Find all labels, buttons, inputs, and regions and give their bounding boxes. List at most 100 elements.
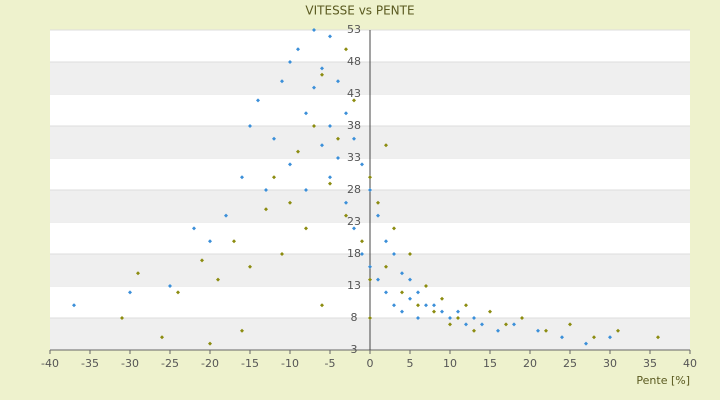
point <box>128 290 132 295</box>
point <box>488 309 492 314</box>
y-tick-label: 18 <box>347 247 361 260</box>
point <box>352 98 356 103</box>
point <box>416 316 420 320</box>
point <box>336 136 340 141</box>
point <box>472 328 476 333</box>
point <box>368 175 372 180</box>
point <box>312 28 316 32</box>
point <box>288 200 292 205</box>
point <box>456 309 460 314</box>
point <box>616 328 620 333</box>
x-tick-label: 40 <box>683 357 697 370</box>
point <box>288 162 292 167</box>
point <box>328 34 332 39</box>
point <box>520 316 524 320</box>
x-tick-label: -35 <box>81 357 99 370</box>
point <box>272 175 276 180</box>
point <box>336 156 340 160</box>
point <box>120 316 124 320</box>
point <box>328 175 332 180</box>
point <box>256 98 260 103</box>
x-tick-label: -40 <box>41 357 59 370</box>
point <box>560 335 564 340</box>
point <box>512 322 516 327</box>
x-tick-label: 25 <box>563 357 577 370</box>
point <box>304 226 308 231</box>
point <box>336 79 340 84</box>
x-tick-label: 0 <box>367 357 374 370</box>
chart-title: VITESSE vs PENTE <box>305 4 414 18</box>
point <box>504 322 508 327</box>
point <box>344 111 348 116</box>
point <box>312 124 316 128</box>
point <box>344 200 348 205</box>
point <box>440 309 444 314</box>
point <box>464 303 468 308</box>
point <box>416 303 420 308</box>
point <box>416 290 420 295</box>
y-tick-label: 38 <box>347 119 361 132</box>
point <box>360 252 364 256</box>
point <box>368 316 372 320</box>
point <box>456 316 460 320</box>
point <box>240 328 244 333</box>
point <box>400 290 404 295</box>
point <box>328 181 332 186</box>
point <box>376 200 380 205</box>
x-tick-label: 10 <box>443 357 457 370</box>
point <box>392 303 396 308</box>
point <box>264 188 268 192</box>
point <box>208 341 212 346</box>
point <box>216 277 220 282</box>
point <box>384 264 388 269</box>
point <box>320 303 324 308</box>
x-tick-label: -20 <box>201 357 219 370</box>
point <box>320 143 324 148</box>
y-tick-label: 48 <box>347 55 361 68</box>
point <box>408 252 412 256</box>
point <box>288 60 292 64</box>
point <box>304 188 308 192</box>
point <box>248 124 252 128</box>
point <box>192 226 196 231</box>
point <box>360 162 364 167</box>
point <box>568 322 572 327</box>
point <box>608 335 612 340</box>
point <box>432 309 436 314</box>
point <box>224 213 228 218</box>
y-tick-label: 13 <box>347 279 361 292</box>
point <box>392 226 396 231</box>
point <box>368 277 372 282</box>
point <box>296 149 300 154</box>
point <box>232 239 236 244</box>
x-tick-label: -10 <box>281 357 299 370</box>
point <box>136 271 140 276</box>
x-tick-label: 30 <box>603 357 617 370</box>
x-tick-label: 20 <box>523 357 537 370</box>
point <box>296 47 300 52</box>
point <box>272 136 276 141</box>
point <box>448 322 452 327</box>
point <box>424 284 428 288</box>
point <box>496 328 500 333</box>
point <box>408 296 412 301</box>
point <box>264 207 268 212</box>
point <box>208 239 212 244</box>
point <box>376 277 380 282</box>
point <box>544 328 548 333</box>
point <box>368 188 372 192</box>
point <box>392 252 396 256</box>
point <box>352 226 356 231</box>
point <box>384 239 388 244</box>
x-tick-label: 5 <box>407 357 414 370</box>
point <box>248 264 252 269</box>
points <box>72 28 660 346</box>
point <box>440 296 444 301</box>
point <box>584 341 588 346</box>
point <box>408 277 412 282</box>
point <box>368 264 372 269</box>
point <box>280 252 284 256</box>
point <box>200 258 204 263</box>
point <box>480 322 484 327</box>
point <box>280 79 284 84</box>
